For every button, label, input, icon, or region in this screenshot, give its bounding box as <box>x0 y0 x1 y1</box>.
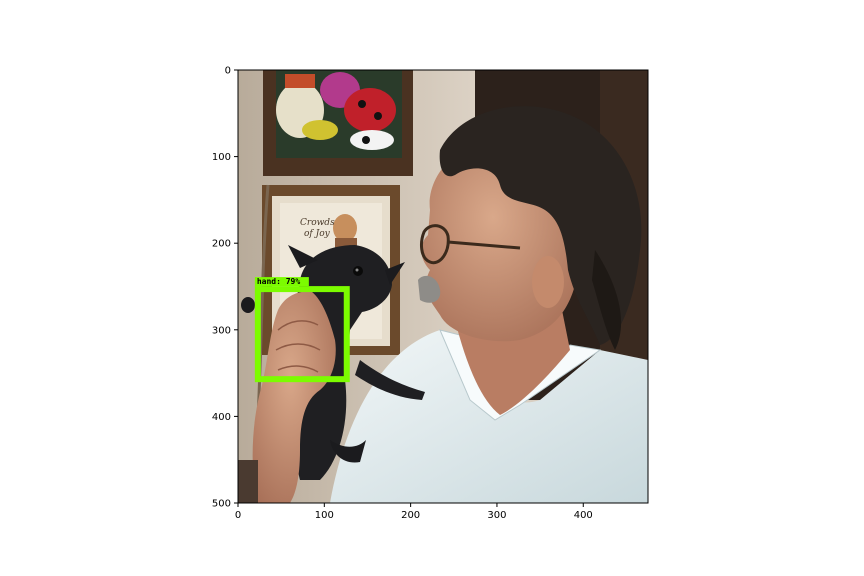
y-axis: 0 100 200 300 400 500 <box>212 66 238 510</box>
x-tick-label: 200 <box>401 510 420 521</box>
y-tick-label: 500 <box>212 499 231 510</box>
detection-label: hand: 79% <box>257 277 301 286</box>
y-tick-label: 300 <box>212 325 231 336</box>
detection-box <box>254 286 350 383</box>
x-tick-label: 300 <box>487 510 506 521</box>
x-axis: 0 100 200 300 400 <box>235 503 593 521</box>
y-tick-label: 200 <box>212 239 231 250</box>
axes-frame <box>237 69 649 504</box>
shirt <box>330 330 648 503</box>
detection-layer: hand: 79% <box>254 277 350 383</box>
x-tick-label: 0 <box>235 510 241 521</box>
svg-text:of Joy: of Joy <box>304 229 331 239</box>
photo: Crowds of Joy <box>238 70 648 503</box>
svg-text:Crowds: Crowds <box>300 218 335 228</box>
hair <box>439 106 642 345</box>
detection-label-background <box>254 277 309 287</box>
y-tick-label: 100 <box>212 152 231 163</box>
y-tick-label: 400 <box>212 412 231 423</box>
hand <box>252 291 336 503</box>
x-tick-label: 100 <box>315 510 334 521</box>
upper-painting <box>263 70 413 176</box>
x-tick-label: 400 <box>574 510 593 521</box>
y-tick-label: 0 <box>225 66 231 77</box>
